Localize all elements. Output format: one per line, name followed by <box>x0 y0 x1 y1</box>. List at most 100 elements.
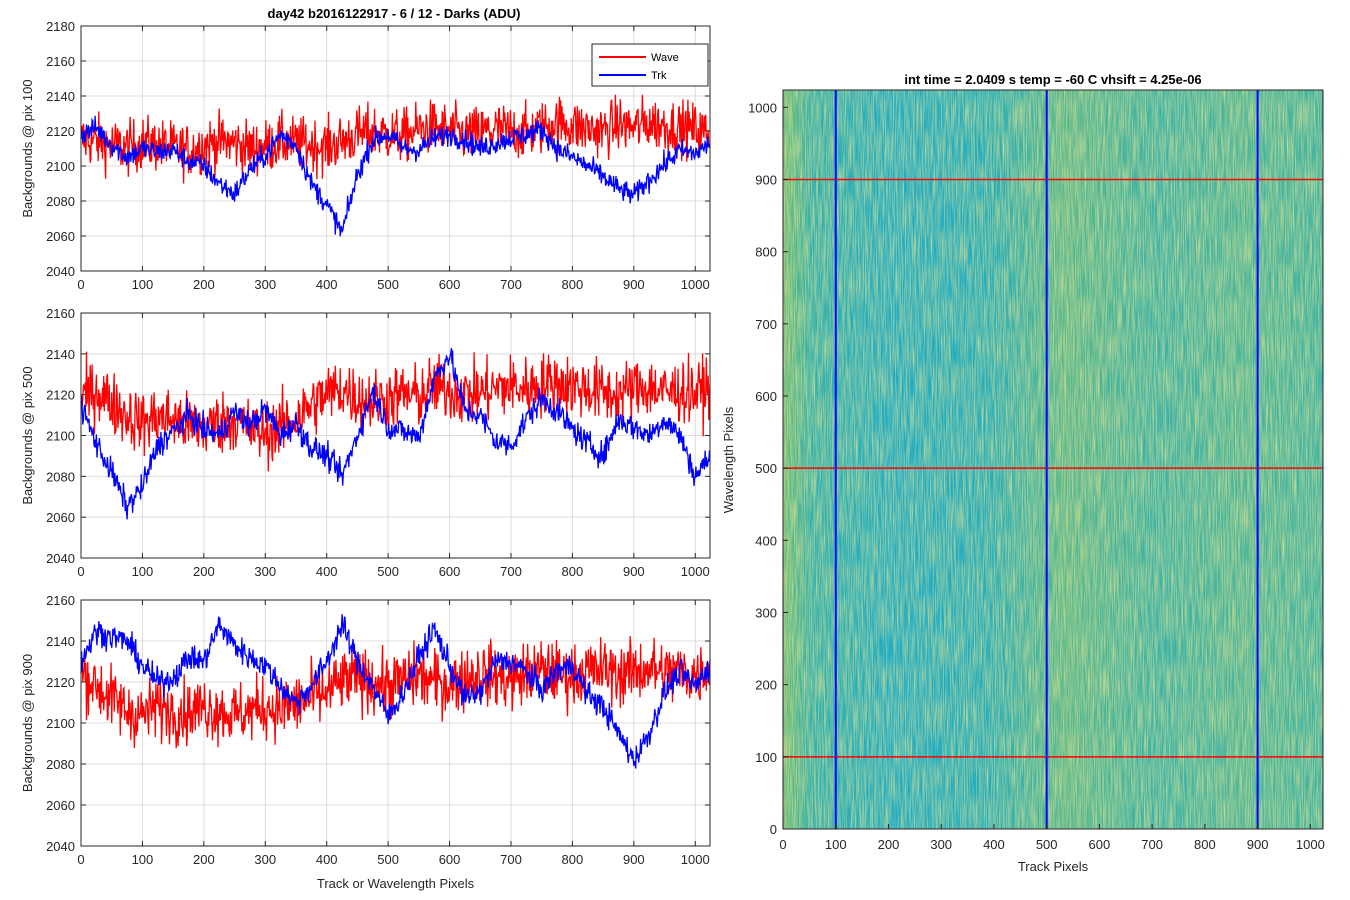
x-tick-label: 500 <box>377 564 399 579</box>
x-tick-label: 400 <box>316 277 338 292</box>
ylabel-pix-900: Backgrounds @ pix 900 <box>20 654 35 792</box>
hm-y-tick-label: 0 <box>770 822 777 837</box>
x-tick-label: 200 <box>193 277 215 292</box>
y-tick-label: 2160 <box>46 593 75 608</box>
hm-y-tick-label: 800 <box>755 245 777 260</box>
ticks-heatmap: 0 100 200 300 400 500 600 700 800 900 1000 0 100 200 3… <box>748 100 1325 852</box>
y-tick-label: 2100 <box>46 429 75 444</box>
y-tick-label: 2060 <box>46 798 75 813</box>
hm-y-tick-label: 500 <box>755 461 777 476</box>
legend: Wave Trk <box>591 43 709 87</box>
hm-y-tick-label: 900 <box>755 172 777 187</box>
x-tick-label: 500 <box>377 852 399 867</box>
y-tick-label: 2040 <box>46 551 75 566</box>
hm-x-tick-label: 400 <box>983 837 1005 852</box>
x-tick-label: 900 <box>623 852 645 867</box>
series-line-trk <box>80 348 711 520</box>
y-tick-label: 2080 <box>46 757 75 772</box>
legend-box <box>591 43 709 87</box>
y-tick-label: 2160 <box>46 306 75 321</box>
axes-frame-pix-900 <box>80 599 711 847</box>
x-tick-label: 700 <box>500 277 522 292</box>
x-tick-label: 700 <box>500 564 522 579</box>
y-tick-label: 2080 <box>46 194 75 209</box>
x-tick-label: 200 <box>193 564 215 579</box>
x-tick-label: 500 <box>377 277 399 292</box>
y-tick-label: 2100 <box>46 159 75 174</box>
plot-pix-100: day42 b2016122917 - 6 / 12 - Darks (ADU)… <box>20 6 711 292</box>
hm-y-tick-label: 200 <box>755 678 777 693</box>
heatmap-frame <box>782 89 1324 830</box>
plot-pix-500: 0 100 200 300 400 500 600 700 800 900 1000 2040 2060… <box>20 306 711 579</box>
x-tick-label: 400 <box>316 852 338 867</box>
ticks-pix-100: 0 100 200 300 400 500 600 700 800 900 1000 2040 2060… <box>46 19 710 292</box>
hm-x-tick-label: 700 <box>1141 837 1163 852</box>
heatmap-panel: int time = 2.0409 s temp = -60 C vhsift … <box>721 72 1325 874</box>
series-pix-100 <box>80 94 711 237</box>
x-tick-label: 0 <box>77 277 84 292</box>
heatmap-ylabel: Wavelength Pixels <box>721 406 736 513</box>
legend-trk-label: Trk <box>651 70 667 82</box>
y-tick-label: 2180 <box>46 19 75 34</box>
x-tick-label: 700 <box>500 852 522 867</box>
hm-y-tick-label: 100 <box>755 750 777 765</box>
hm-x-tick-label: 600 <box>1089 837 1111 852</box>
heatmap-image <box>783 90 1323 829</box>
y-tick-label: 2060 <box>46 510 75 525</box>
y-tick-label: 2040 <box>46 264 75 279</box>
hm-y-tick-label: 700 <box>755 317 777 332</box>
x-tick-label: 900 <box>623 564 645 579</box>
hm-x-tick-label: 900 <box>1247 837 1269 852</box>
hm-y-tick-label: 400 <box>755 533 777 548</box>
y-tick-label: 2120 <box>46 124 75 139</box>
hm-x-tick-label: 100 <box>825 837 847 852</box>
y-tick-label: 2140 <box>46 634 75 649</box>
ylabel-pix-100: Backgrounds @ pix 100 <box>20 79 35 217</box>
y-tick-label: 2040 <box>46 839 75 854</box>
x-tick-label: 100 <box>132 564 154 579</box>
series-pix-900 <box>80 614 711 769</box>
x-tick-label: 800 <box>562 852 584 867</box>
x-tick-label: 300 <box>254 564 276 579</box>
ticks-pix-500: 0 100 200 300 400 500 600 700 800 900 1000 2040 2060… <box>46 306 710 579</box>
hm-x-tick-label: 0 <box>779 837 786 852</box>
x-tick-label: 100 <box>132 852 154 867</box>
legend-wave-label: Wave <box>651 52 679 64</box>
x-tick-label: 600 <box>439 277 461 292</box>
x-tick-label: 1000 <box>681 852 710 867</box>
y-tick-label: 2080 <box>46 469 75 484</box>
series-pix-500 <box>80 348 711 520</box>
heatmap-overlay-lines <box>783 90 1323 829</box>
y-tick-label: 2160 <box>46 54 75 69</box>
xlabel-line-plots: Track or Wavelength Pixels <box>317 876 475 891</box>
series-line-wave <box>80 351 711 472</box>
y-tick-label: 2100 <box>46 716 75 731</box>
y-tick-label: 2120 <box>46 675 75 690</box>
axes-frame-pix-500 <box>80 312 711 559</box>
hm-x-tick-label: 800 <box>1194 837 1216 852</box>
hm-x-tick-label: 200 <box>878 837 900 852</box>
y-tick-label: 2060 <box>46 229 75 244</box>
x-tick-label: 0 <box>77 564 84 579</box>
series-line-trk <box>80 614 711 769</box>
hm-y-tick-label: 1000 <box>748 100 777 115</box>
hm-x-tick-label: 500 <box>1036 837 1058 852</box>
x-tick-label: 200 <box>193 852 215 867</box>
ticks-pix-900: 0 100 200 300 400 500 600 700 800 900 1000 2040 2060… <box>46 593 710 867</box>
x-tick-label: 300 <box>254 277 276 292</box>
heatmap-xlabel: Track Pixels <box>1018 859 1089 874</box>
x-tick-label: 100 <box>132 277 154 292</box>
heatmap-title: int time = 2.0409 s temp = -60 C vhsift … <box>904 72 1201 87</box>
x-tick-label: 900 <box>623 277 645 292</box>
hm-x-tick-label: 300 <box>930 837 952 852</box>
y-tick-label: 2140 <box>46 89 75 104</box>
x-tick-label: 400 <box>316 564 338 579</box>
y-tick-label: 2120 <box>46 388 75 403</box>
x-tick-label: 800 <box>562 564 584 579</box>
hm-y-tick-label: 300 <box>755 605 777 620</box>
hm-y-tick-label: 600 <box>755 389 777 404</box>
series-line-wave <box>80 636 711 749</box>
series-line-trk <box>80 115 711 237</box>
x-tick-label: 0 <box>77 852 84 867</box>
